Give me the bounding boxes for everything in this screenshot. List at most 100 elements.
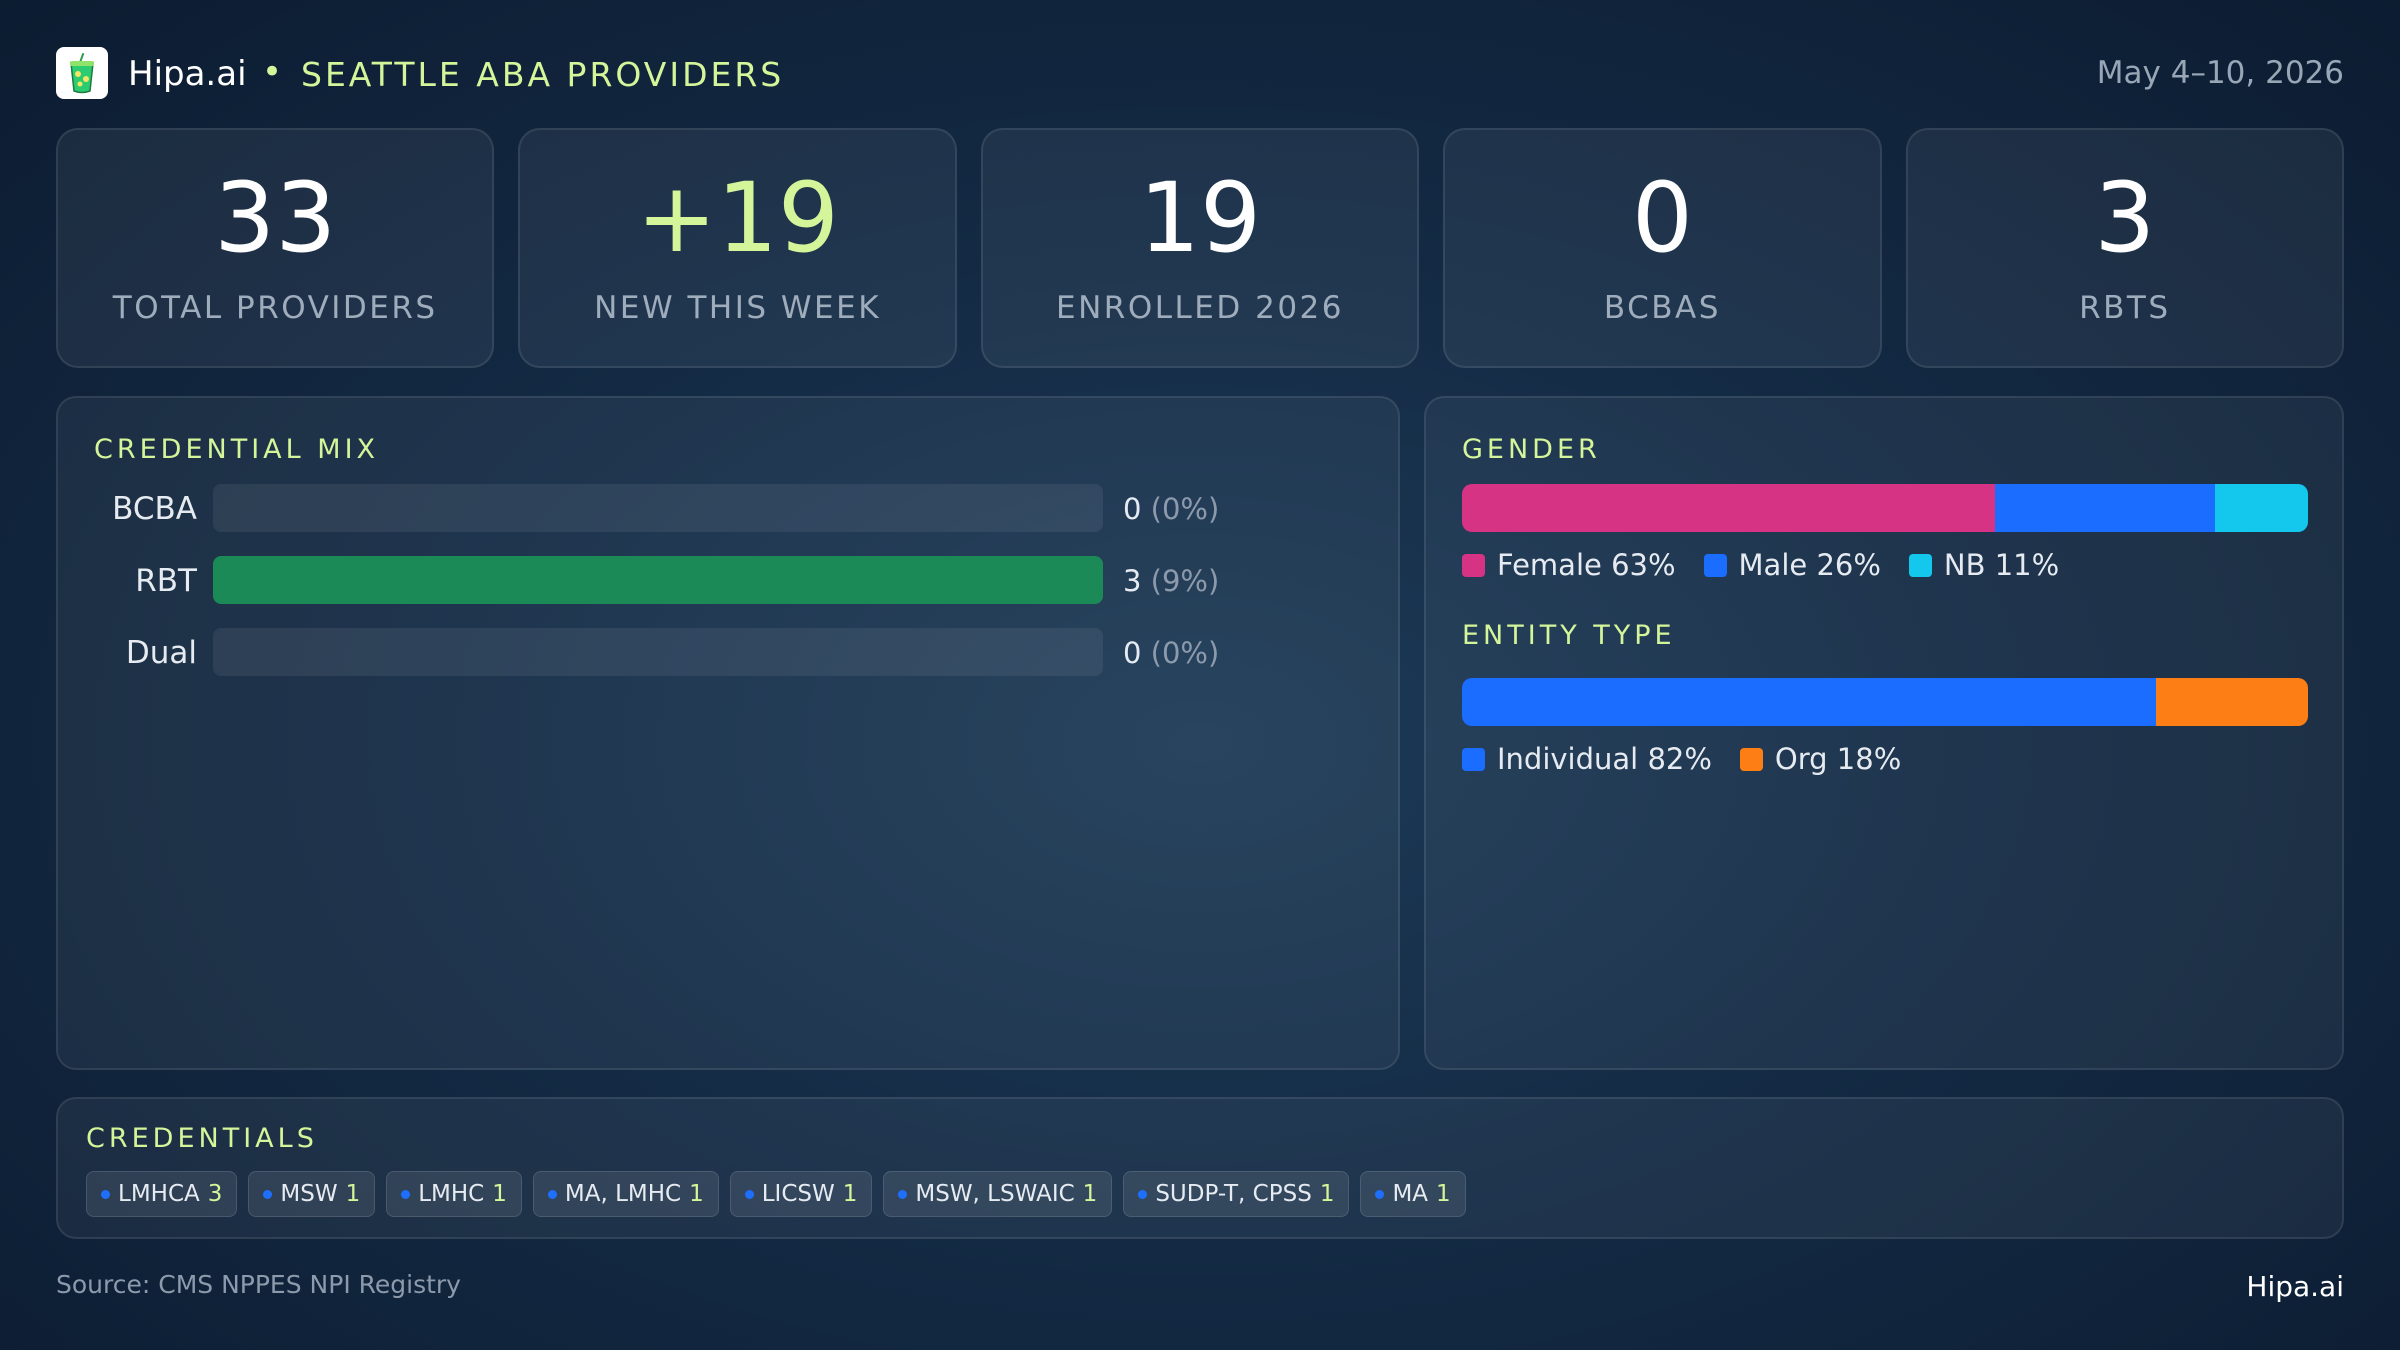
kpi-label: NEW THIS WEEK [594, 290, 882, 326]
gender-legend: Female 63% Male 26% NB 11% [1462, 548, 2059, 582]
kpi-value: 0 [1631, 162, 1693, 274]
gender-segment-female [1462, 484, 1995, 532]
panel-title: CREDENTIAL MIX [94, 434, 380, 465]
chip-count: 1 [1082, 1181, 1098, 1207]
credential-chips: LMHCA 3 MSW 1 LMHC 1 MA, LMHC 1 LICSW 1 MSW, … [86, 1171, 1466, 1217]
chip-name: LMHC [418, 1181, 485, 1207]
credential-mix-panel: CREDENTIAL MIX BCBA 0 (0%) RBT 3 (9%) Du… [56, 396, 1400, 1070]
legend-label: NB 11% [1943, 548, 2060, 582]
credential-row-bcba: BCBA 0 (0%) [58, 484, 1358, 534]
legend-label: Female 63% [1497, 548, 1676, 582]
legend-item-individual: Individual 82% [1462, 742, 1712, 776]
chip-name: MA [1392, 1181, 1429, 1207]
legend-label: Org 18% [1774, 742, 1902, 776]
credential-chip[interactable]: LICSW 1 [729, 1171, 873, 1217]
credential-label: BCBA [112, 491, 197, 527]
title-separator: • [262, 52, 283, 92]
chip-dot-icon [263, 1189, 273, 1199]
chip-count: 3 [207, 1181, 223, 1207]
entity-segment-individual [1462, 678, 2156, 726]
kpi-card-new-this-week: +19 NEW THIS WEEK [518, 128, 957, 368]
chip-count: 1 [689, 1181, 704, 1207]
panel-title: CREDENTIALS [86, 1123, 318, 1154]
kpi-row: 33 TOTAL PROVIDERS +19 NEW THIS WEEK 19 … [56, 128, 2345, 368]
legend-item-org: Org 18% [1739, 742, 1902, 776]
legend-item-nb: NB 11% [1908, 548, 2060, 582]
credential-percent: (9%) [1150, 564, 1220, 598]
credential-value: 3 (9%) [1123, 564, 1219, 598]
credential-bar-track [213, 556, 1103, 604]
gender-segment-nb [2214, 484, 2308, 532]
chip-dot-icon [1138, 1189, 1148, 1199]
brand-name: Hipa.ai [128, 54, 247, 94]
chip-count: 1 [842, 1181, 858, 1207]
credential-chip[interactable]: MSW 1 [248, 1171, 376, 1217]
logo-drink-cup-icon [56, 47, 108, 99]
kpi-label: RBTS [2079, 290, 2171, 326]
kpi-label: BCBAS [1603, 290, 1721, 326]
legend-swatch [1462, 747, 1485, 771]
footer-brand: Hipa.ai [2246, 1270, 2344, 1303]
credential-count: 0 [1123, 636, 1142, 670]
gender-title: GENDER [1462, 434, 1601, 465]
source-note: Source: CMS NPPES NPI Registry [56, 1270, 461, 1299]
kpi-value: +19 [636, 162, 839, 274]
credential-chip[interactable]: SUDP-T, CPSS 1 [1123, 1171, 1350, 1217]
credential-count: 0 [1123, 492, 1142, 526]
credential-percent: (0%) [1150, 492, 1220, 526]
kpi-value: 19 [1138, 162, 1262, 274]
credential-bar-track [213, 628, 1103, 676]
credential-bar-fill [213, 556, 1103, 604]
kpi-card-bcbas: 0 BCBAS [1443, 128, 1882, 368]
legend-item-female: Female 63% [1462, 548, 1676, 582]
credential-chip[interactable]: MA 1 [1360, 1171, 1466, 1217]
credential-count: 3 [1123, 564, 1142, 598]
credential-row-rbt: RBT 3 (9%) [58, 556, 1358, 606]
header: Hipa.ai • SEATTLE ABA PROVIDERS May 4–10… [56, 47, 2344, 101]
chip-dot-icon [744, 1189, 754, 1199]
kpi-value: 33 [214, 162, 337, 274]
entity-type-title: ENTITY TYPE [1462, 620, 1676, 651]
entity-type-stacked-bar [1462, 678, 2308, 726]
chip-count: 1 [1319, 1181, 1335, 1207]
legend-label: Male 26% [1738, 548, 1881, 582]
chip-name: LICSW [761, 1181, 835, 1207]
chip-name: MSW, LSWAIC [915, 1181, 1075, 1207]
kpi-label: TOTAL PROVIDERS [112, 290, 438, 326]
chip-name: LMHCA [118, 1181, 200, 1207]
credential-chip[interactable]: LMHCA 3 [86, 1171, 238, 1217]
chip-count: 1 [345, 1181, 361, 1207]
demographics-panel: GENDER Female 63% Male 26% NB 11% ENTITY… [1424, 396, 2344, 1070]
credential-value: 0 (0%) [1123, 636, 1219, 670]
gender-stacked-bar [1462, 484, 2308, 532]
chip-dot-icon [401, 1189, 411, 1199]
chip-dot-icon [101, 1189, 110, 1199]
legend-item-male: Male 26% [1703, 548, 1881, 582]
credential-chip[interactable]: LMHC 1 [386, 1171, 522, 1217]
credential-chip[interactable]: MSW, LSWAIC 1 [883, 1171, 1113, 1217]
credential-label: Dual [125, 635, 197, 671]
chip-name: MA, LMHC [564, 1181, 682, 1207]
credentials-panel: CREDENTIALS LMHCA 3 MSW 1 LMHC 1 MA, LMHC 1 … [56, 1097, 2344, 1239]
legend-swatch [1739, 747, 1763, 771]
chip-dot-icon [547, 1189, 557, 1199]
legend-label: Individual 82% [1497, 742, 1712, 776]
credential-row-dual: Dual 0 (0%) [58, 628, 1358, 678]
kpi-card-enrolled: 19 ENROLLED 2026 [980, 128, 1420, 368]
credential-label: RBT [135, 563, 197, 599]
credential-chip[interactable]: MA, LMHC 1 [532, 1171, 719, 1217]
kpi-value: 3 [2094, 162, 2156, 274]
credential-bar-track [213, 484, 1103, 532]
chip-name: SUDP-T, CPSS [1155, 1181, 1312, 1207]
legend-swatch [1462, 553, 1485, 577]
gender-segment-male [1994, 484, 2215, 532]
kpi-label: ENROLLED 2026 [1056, 290, 1344, 326]
credential-percent: (0%) [1150, 636, 1220, 670]
kpi-card-total-providers: 33 TOTAL PROVIDERS [56, 128, 495, 368]
legend-swatch [1908, 553, 1932, 577]
date-range: May 4–10, 2026 [2096, 55, 2344, 91]
entity-segment-org [2155, 678, 2308, 726]
credential-value: 0 (0%) [1123, 492, 1219, 526]
chip-count: 1 [492, 1181, 507, 1207]
chip-dot-icon [898, 1189, 908, 1199]
